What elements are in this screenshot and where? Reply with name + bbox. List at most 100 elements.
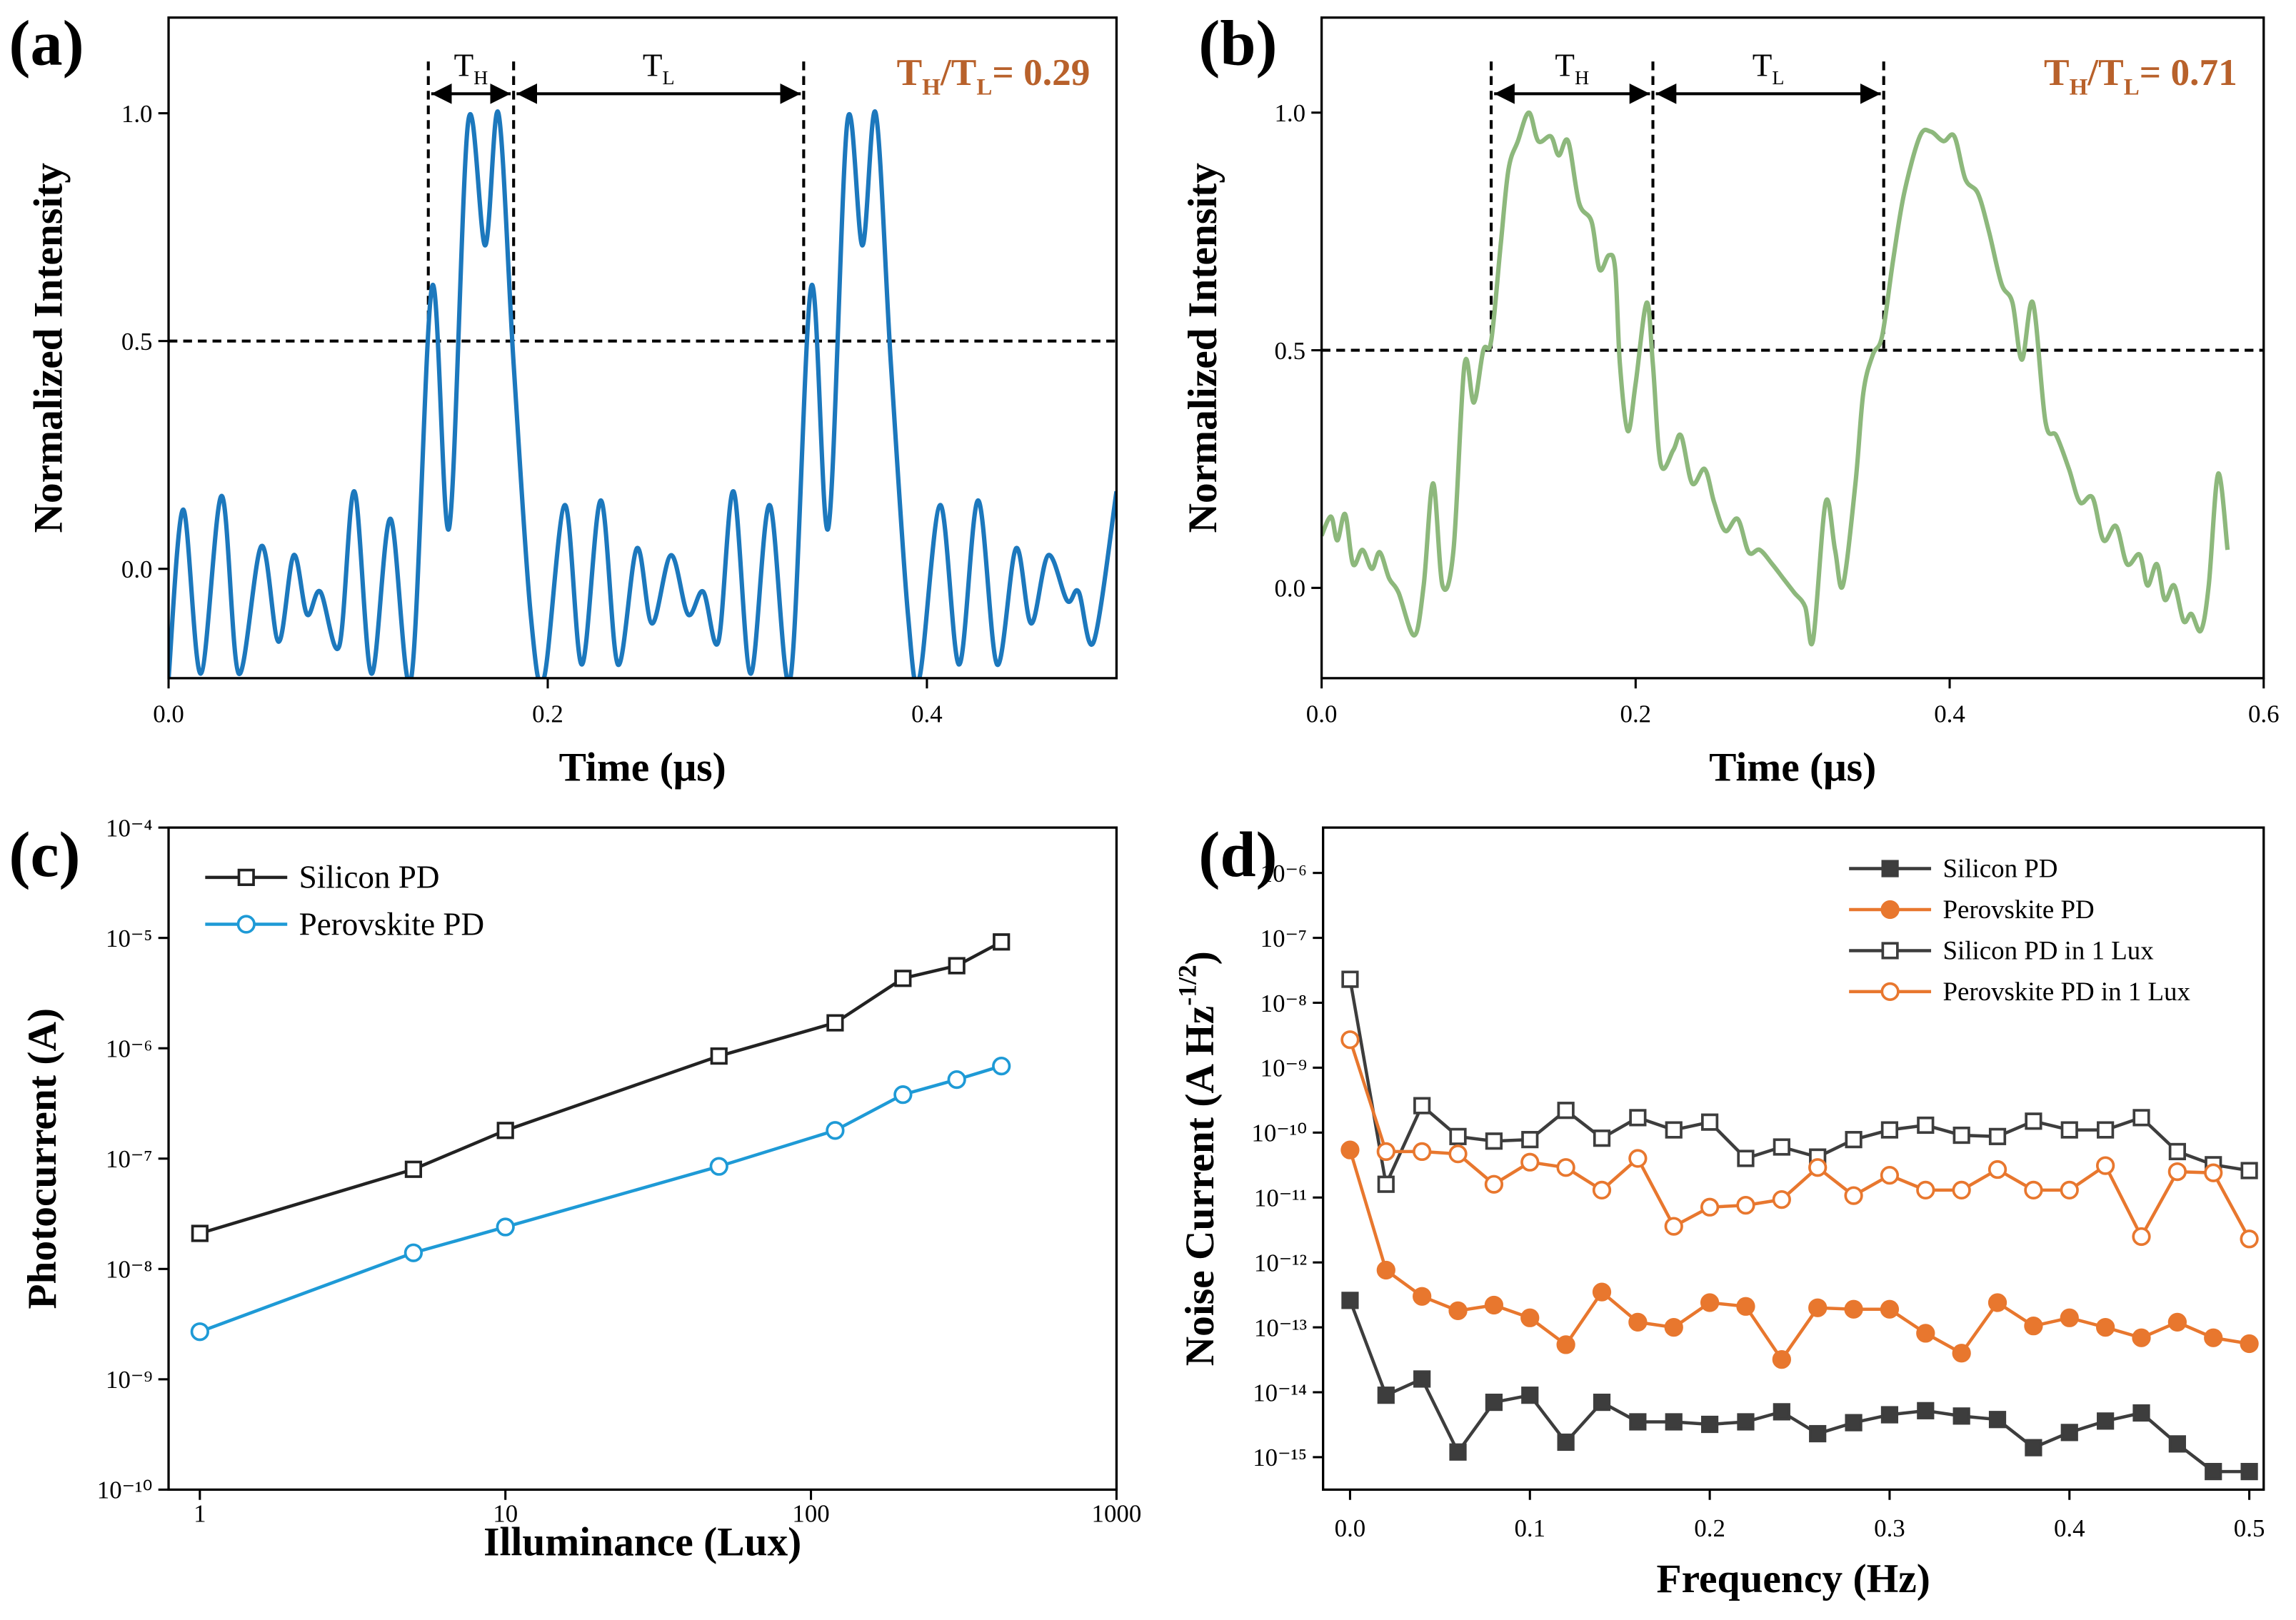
legend-label: Perovskite PD (299, 906, 484, 942)
marker-square (1952, 1126, 1970, 1144)
y-tick-label: 10⁻⁸ (1260, 990, 1307, 1017)
marker-circle (2024, 1180, 2043, 1200)
ratio-label: TH/TL= 0.71 (2044, 51, 2237, 100)
panel: (b) 0.0 0.2 0.4 0.6 0.0 0.5 1.0 Time (μs) Normali… (1180, 7, 2280, 790)
panel: (a) 0.0 0.2 0.4 0.0 0.5 1.0 Time (μs) Normalized… (9, 7, 1118, 790)
marker-circle (1520, 1308, 1540, 1327)
marker-square (496, 1122, 514, 1139)
x-tick-label: 0.2 (1620, 700, 1652, 728)
marker-circle (1808, 1158, 1828, 1177)
panel-label: (b) (1198, 7, 1277, 79)
span-label: TL (643, 48, 675, 89)
marker-circle (1736, 1195, 1755, 1215)
marker-square (1845, 1131, 1863, 1149)
marker-square (1521, 1131, 1539, 1149)
marker-circle (1700, 1293, 1720, 1312)
panel: (c) 1 10 100 1000 10⁻¹⁰ 10⁻⁹ 10⁻⁸ 10⁻⁷ 10⁻⁶ 10⁻⁵ 10… (9, 814, 1141, 1564)
y-axis-label: Normalized Intensity (26, 163, 71, 533)
marker-square (1557, 1433, 1575, 1452)
marker-circle (2096, 1156, 2115, 1175)
marker-square (2025, 1439, 2042, 1457)
plot-frame (1322, 826, 2265, 1491)
marker-circle (1700, 1197, 1720, 1217)
marker-circle (1772, 1349, 1791, 1369)
y-tick-label: 1.0 (121, 100, 153, 128)
plot-area (190, 933, 1011, 1342)
text-part: Normalized Intensity (1180, 163, 1225, 533)
marker-square (2240, 1162, 2258, 1179)
x-tick-label: 0.4 (2054, 1514, 2085, 1542)
marker-circle (826, 1121, 845, 1140)
marker-square (2060, 1424, 2078, 1442)
span-label: TH (454, 48, 488, 89)
y-tick-label: 0.5 (121, 328, 153, 356)
marker-circle (1340, 1030, 1360, 1050)
y-axis-label: Normalized Intensity (1180, 163, 1225, 533)
y-axis-label: Photocurrent (A) (20, 1008, 65, 1309)
x-tick-label: 0.2 (1694, 1514, 1725, 1542)
marker-circle (403, 1243, 423, 1262)
marker-square (1880, 1406, 1899, 1424)
x-tick-label: 100 (792, 1500, 829, 1528)
y-tick-label: 10⁻¹⁴ (1253, 1379, 1307, 1407)
panel: (d) 0.0 0.1 0.2 0.3 0.4 0.5 10⁻¹⁵ 10⁻¹⁴ 10⁻¹³ 10⁻¹… (1173, 819, 2265, 1601)
text-part: ) (1178, 951, 1223, 965)
marker-circle (1628, 1312, 1648, 1332)
marker-circle (1808, 1298, 1828, 1317)
y-tick-label: 10⁻⁹ (106, 1366, 152, 1394)
marker-square (1773, 1138, 1790, 1156)
marker-circle (1556, 1335, 1575, 1354)
x-axis-label: Frequency (Hz) (1657, 1556, 1930, 1601)
marker-circle (1844, 1186, 1863, 1205)
text-part: Normalized Intensity (26, 163, 71, 533)
marker-square (1917, 1116, 1935, 1134)
marker-square (2097, 1121, 2115, 1139)
marker-circle (1880, 982, 1900, 1002)
marker-circle (1952, 1180, 1971, 1200)
plot-area (1340, 970, 2259, 1481)
y-axis-label: Noise Current (A Hz-1/2) (1173, 951, 1223, 1366)
marker-square (237, 868, 255, 886)
marker-circle (190, 1322, 209, 1342)
text-part: H (473, 67, 488, 89)
text-part: T (897, 51, 923, 94)
marker-circle (1664, 1217, 1683, 1236)
marker-square (2097, 1412, 2115, 1430)
marker-square (1665, 1121, 1683, 1139)
span-label: TH (1555, 48, 1589, 89)
text-part: Photocurrent (A) (20, 1008, 65, 1309)
marker-circle (1413, 1287, 1432, 1306)
marker-circle (1916, 1180, 1935, 1200)
x-tick-label: 1 (194, 1500, 206, 1528)
marker-square (1881, 860, 1899, 877)
text-part: H (1575, 67, 1589, 89)
text-part: L (1772, 67, 1784, 89)
marker-circle (947, 1070, 966, 1090)
marker-circle (1556, 1158, 1575, 1177)
marker-circle (1628, 1149, 1648, 1168)
marker-circle (1413, 1142, 1432, 1162)
marker-circle (1736, 1297, 1755, 1316)
marker-circle (992, 1056, 1011, 1076)
series-line (199, 940, 1003, 1235)
y-tick-label: 10⁻⁶ (106, 1035, 152, 1063)
x-axis-label: Illuminance (Lux) (483, 1520, 801, 1565)
marker-square (2132, 1404, 2150, 1422)
marker-square (2168, 1435, 2186, 1453)
marker-circle (1987, 1293, 2007, 1312)
marker-square (894, 970, 912, 987)
marker-circle (1448, 1301, 1468, 1321)
marker-square (1988, 1411, 2007, 1429)
marker-circle (2096, 1317, 2115, 1337)
marker-square (1881, 942, 1899, 960)
marker-square (191, 1224, 209, 1242)
marker-square (1485, 1132, 1503, 1150)
legend-label: Silicon PD (299, 860, 440, 895)
text-part: T (1753, 48, 1773, 84)
text-part: T (2044, 51, 2070, 94)
series-line (169, 109, 1117, 678)
y-tick-label: 10⁻¹² (1254, 1249, 1307, 1277)
marker-square (1809, 1424, 1827, 1443)
marker-square (2025, 1112, 2042, 1130)
marker-square (1917, 1402, 1935, 1419)
